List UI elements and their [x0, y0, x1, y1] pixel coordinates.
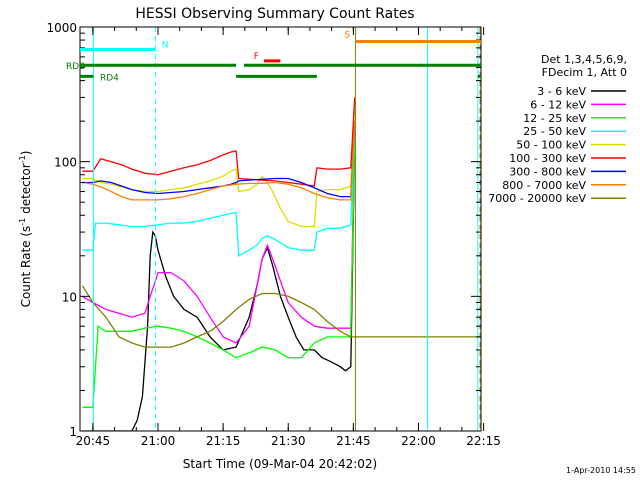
series-line-6	[82, 97, 356, 187]
series-line-3	[82, 137, 356, 408]
series-line-1	[82, 137, 356, 431]
legend-header-line-2: FDecim 1, Att 0	[542, 66, 627, 79]
x-tick-label-2: 21:00	[141, 434, 176, 448]
x-tick-label-7: 22:15	[466, 434, 501, 448]
x-tick-label-1: 20:45	[76, 434, 111, 448]
legend-header-line-1: Det 1,3,4,5,6,9,	[541, 53, 627, 66]
x-tick-label-5: 21:45	[336, 434, 371, 448]
x-axis: 20:45 21:00 21:15 21:30 21:45 22:00 22:15	[76, 27, 501, 448]
x-tick-label-4: 21:30	[271, 434, 306, 448]
flag-label-rd4: RD4	[100, 73, 119, 83]
y-tick-label-4: 1000	[46, 21, 77, 35]
plot-frame	[79, 26, 482, 432]
legend-entry-9: 7000 - 20000 keV	[488, 192, 586, 205]
series-line-4	[82, 121, 356, 257]
legend-entry-7: 300 - 800 keV	[509, 165, 586, 178]
plot-area	[81, 27, 481, 431]
flag-label-f: F	[254, 52, 259, 62]
flag-label-n: N	[162, 41, 169, 51]
y-tick-label-1: 1	[69, 425, 77, 439]
legend-entry-5: 50 - 100 keV	[516, 139, 586, 152]
series-line-2	[82, 121, 356, 344]
legend-entry-1: 3 - 6 keV	[537, 85, 586, 98]
y-tick-label-3: 100	[54, 156, 77, 170]
legend-entry-4: 25 - 50 keV	[523, 125, 586, 138]
x-tick-label-3: 21:15	[206, 434, 241, 448]
chart-title: HESSI Observing Summary Count Rates	[135, 6, 414, 22]
flag-bars: N S F RD8 RD4	[66, 31, 481, 83]
series-line-9	[81, 285, 481, 348]
series-line-5	[82, 108, 356, 228]
series-line-8	[82, 121, 356, 201]
legend-entry-3: 12 - 25 keV	[523, 112, 586, 125]
x-axis-label: Start Time (09-Mar-04 20:42:02)	[183, 457, 377, 471]
timestamp: 1-Apr-2010 14:55	[566, 466, 636, 475]
legend-entry-2: 6 - 12 keV	[530, 98, 586, 111]
flag-label-s: S	[344, 31, 350, 41]
y-tick-label-2: 10	[62, 290, 77, 304]
x-tick-label-6: 22:00	[401, 434, 436, 448]
y-axis: 1 10 100 1000	[46, 21, 481, 439]
y-axis-label: Count Rate (s-1 detector-1)	[18, 151, 33, 308]
legend-entry-8: 800 - 7000 keV	[502, 179, 586, 192]
legend-entry-6: 100 - 300 keV	[509, 152, 586, 165]
flag-label-rd8: RD8	[66, 62, 85, 72]
legend: Det 1,3,4,5,6,9, FDecim 1, Att 0 3 - 6 k…	[488, 53, 627, 205]
